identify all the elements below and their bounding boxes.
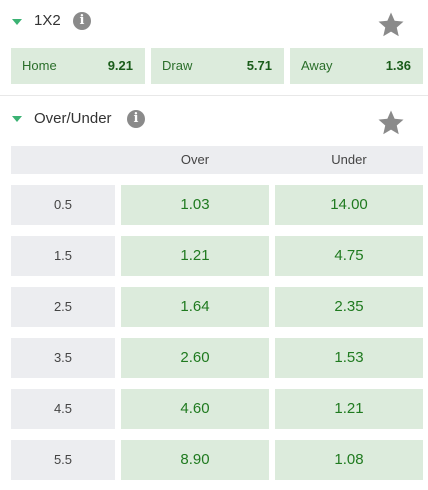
outcome-label: Draw bbox=[162, 58, 193, 73]
line-value: 1.5 bbox=[11, 236, 115, 276]
line-value: 0.5 bbox=[11, 185, 115, 225]
over-odds-button[interactable]: 1.03 bbox=[121, 185, 269, 225]
column-header-over: Over bbox=[180, 152, 210, 167]
under-odds-button[interactable]: 1.21 bbox=[275, 389, 423, 429]
over-odds-button[interactable]: 2.60 bbox=[121, 338, 269, 378]
info-icon[interactable]: i bbox=[127, 110, 145, 128]
over-odds-button[interactable]: 8.90 bbox=[121, 440, 269, 480]
over-odds-button[interactable]: 4.60 bbox=[121, 389, 269, 429]
outcome-odds: 1.36 bbox=[385, 58, 411, 73]
under-odds-button[interactable]: 1.08 bbox=[275, 440, 423, 480]
outcome-odds: 9.21 bbox=[107, 58, 133, 73]
market-header-1x2[interactable]: 1X2 i bbox=[0, 0, 428, 40]
info-icon[interactable]: i bbox=[73, 12, 91, 30]
line-value: 4.5 bbox=[11, 389, 115, 429]
odds-button-away[interactable]: Away 1.36 bbox=[290, 48, 423, 84]
column-header-bar bbox=[11, 146, 423, 174]
line-value: 2.5 bbox=[11, 287, 115, 327]
over-odds-button[interactable]: 1.64 bbox=[121, 287, 269, 327]
market-header-over-under[interactable]: Over/Under i bbox=[0, 98, 428, 138]
column-header-under: Under bbox=[331, 152, 367, 167]
line-value: 3.5 bbox=[11, 338, 115, 378]
line-value: 5.5 bbox=[11, 440, 115, 480]
over-odds-button[interactable]: 1.21 bbox=[121, 236, 269, 276]
section-divider bbox=[0, 95, 428, 96]
star-icon[interactable] bbox=[376, 10, 406, 40]
star-icon[interactable] bbox=[376, 108, 406, 138]
odds-button-draw[interactable]: Draw 5.71 bbox=[151, 48, 284, 84]
under-odds-button[interactable]: 4.75 bbox=[275, 236, 423, 276]
chevron-down-icon[interactable] bbox=[12, 19, 22, 25]
chevron-down-icon[interactable] bbox=[12, 116, 22, 122]
outcome-label: Home bbox=[22, 58, 57, 73]
under-odds-button[interactable]: 14.00 bbox=[275, 185, 423, 225]
under-odds-button[interactable]: 1.53 bbox=[275, 338, 423, 378]
market-title: Over/Under bbox=[34, 110, 112, 127]
market-title: 1X2 bbox=[34, 12, 61, 29]
odds-button-home[interactable]: Home 9.21 bbox=[11, 48, 145, 84]
outcome-label: Away bbox=[301, 58, 333, 73]
outcome-odds: 5.71 bbox=[246, 58, 272, 73]
under-odds-button[interactable]: 2.35 bbox=[275, 287, 423, 327]
